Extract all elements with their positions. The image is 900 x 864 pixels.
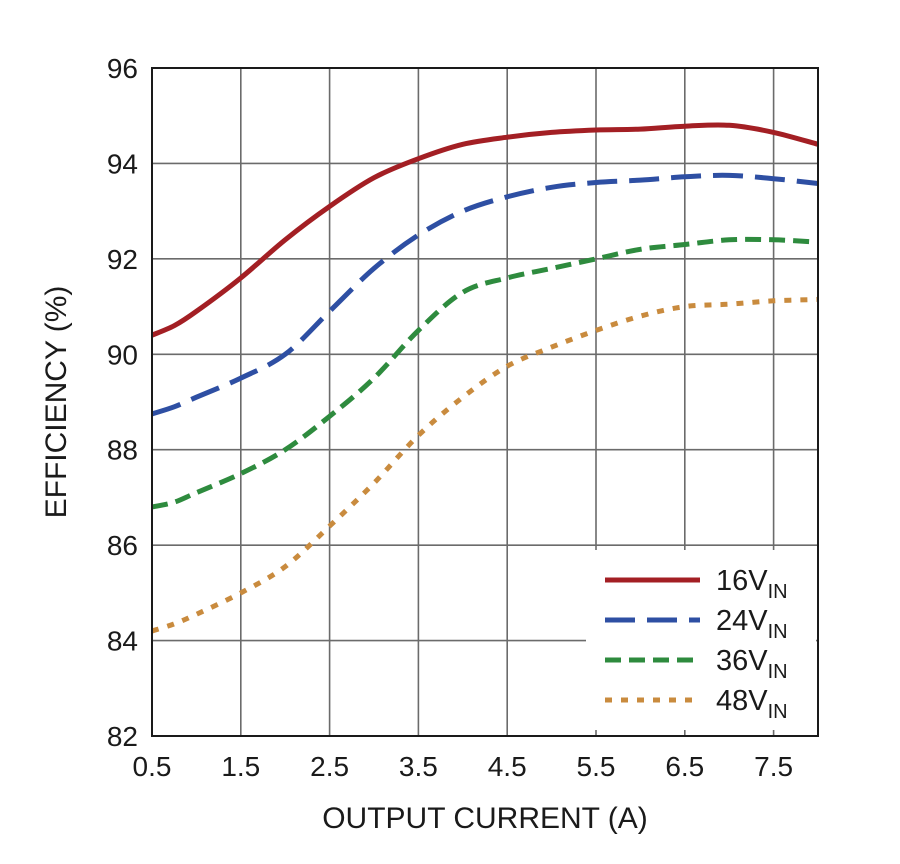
y-tick-label: 94	[107, 148, 138, 179]
legend-label: 24VIN	[716, 605, 788, 643]
x-tick-label: 0.5	[133, 751, 172, 782]
x-tick-label: 4.5	[488, 751, 527, 782]
x-tick-label: 2.5	[310, 751, 349, 782]
y-tick-label: 82	[107, 721, 138, 752]
y-axis-label: EFFICIENCY (%)	[40, 286, 73, 519]
series-line-36v-in	[151, 236, 819, 510]
x-tick-label: 6.5	[665, 751, 704, 782]
grid	[151, 67, 818, 737]
y-tick-label: 92	[107, 244, 138, 275]
x-tick-labels: 0.5 1.5 2.5 3.5 4.5 5.5 6.5 7.5	[133, 751, 794, 782]
y-tick-label: 88	[107, 435, 138, 466]
x-tick-label: 3.5	[399, 751, 438, 782]
x-axis-label: OUTPUT CURRENT (A)	[322, 802, 648, 835]
y-tick-label: 86	[107, 530, 138, 561]
series-line-16v-in	[151, 122, 819, 338]
x-tick-label: 5.5	[577, 751, 616, 782]
x-tick-label: 7.5	[754, 751, 793, 782]
series-line-24v-in	[151, 172, 819, 417]
series-line-48v-in	[151, 296, 819, 634]
legend-label: 36VIN	[716, 645, 788, 683]
plot-series	[151, 122, 819, 634]
legend-label: 16VIN	[716, 565, 788, 603]
x-tick-label: 1.5	[221, 751, 260, 782]
y-tick-label: 96	[107, 53, 138, 84]
y-tick-label: 90	[107, 339, 138, 370]
plot-frame	[151, 67, 819, 737]
y-tick-labels: 82 84 86 88 90 92 94 96	[107, 53, 138, 752]
legend-label: 48VIN	[716, 685, 788, 723]
y-tick-label: 84	[107, 626, 138, 657]
